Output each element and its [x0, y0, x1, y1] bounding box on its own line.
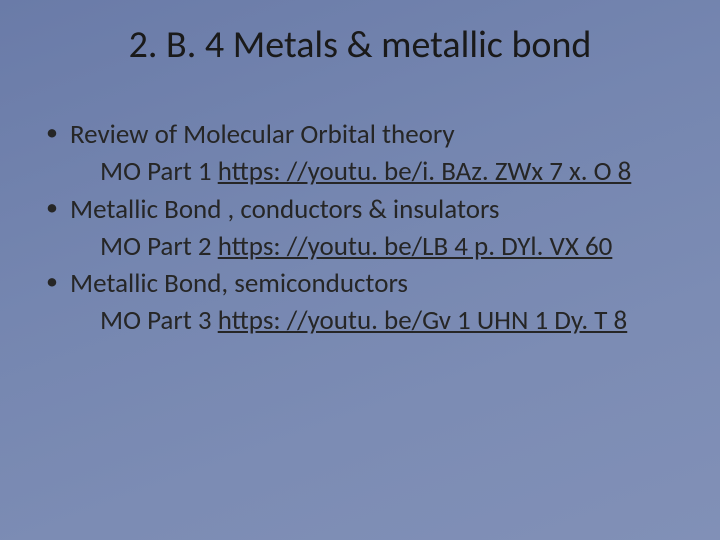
bullet-text: Metallic Bond, semiconductors [70, 267, 408, 300]
slide: 2. B. 4 Metals & metallic bond Review of… [0, 0, 720, 540]
slide-body: Review of Molecular Orbital theory MO Pa… [0, 78, 720, 340]
video-link[interactable]: https: //youtu. be/Gv 1 UHN 1 Dy. T 8 [218, 304, 628, 337]
sub-prefix: MO Part 3 [100, 304, 218, 337]
list-item: Metallic Bond , conductors & insulators [40, 191, 680, 228]
sub-line: MO Part 2 https: //youtu. be/LB 4 p. DYl… [40, 228, 680, 265]
sub-prefix: MO Part 1 [100, 155, 218, 188]
video-link[interactable]: https: //youtu. be/i. BAz. ZWx 7 x. O 8 [218, 155, 632, 188]
slide-title: 2. B. 4 Metals & metallic bond [0, 0, 720, 78]
bullet-list: Review of Molecular Orbital theory MO Pa… [40, 116, 680, 340]
bullet-text: Metallic Bond , conductors & insulators [70, 193, 499, 226]
sub-line: MO Part 3 https: //youtu. be/Gv 1 UHN 1 … [40, 302, 680, 339]
list-item: Review of Molecular Orbital theory [40, 116, 680, 153]
sub-line: MO Part 1 https: //youtu. be/i. BAz. ZWx… [40, 153, 680, 190]
bullet-text: Review of Molecular Orbital theory [70, 118, 455, 151]
list-item: Metallic Bond, semiconductors [40, 265, 680, 302]
sub-prefix: MO Part 2 [100, 230, 218, 263]
video-link[interactable]: https: //youtu. be/LB 4 p. DYl. VX 60 [218, 230, 613, 263]
